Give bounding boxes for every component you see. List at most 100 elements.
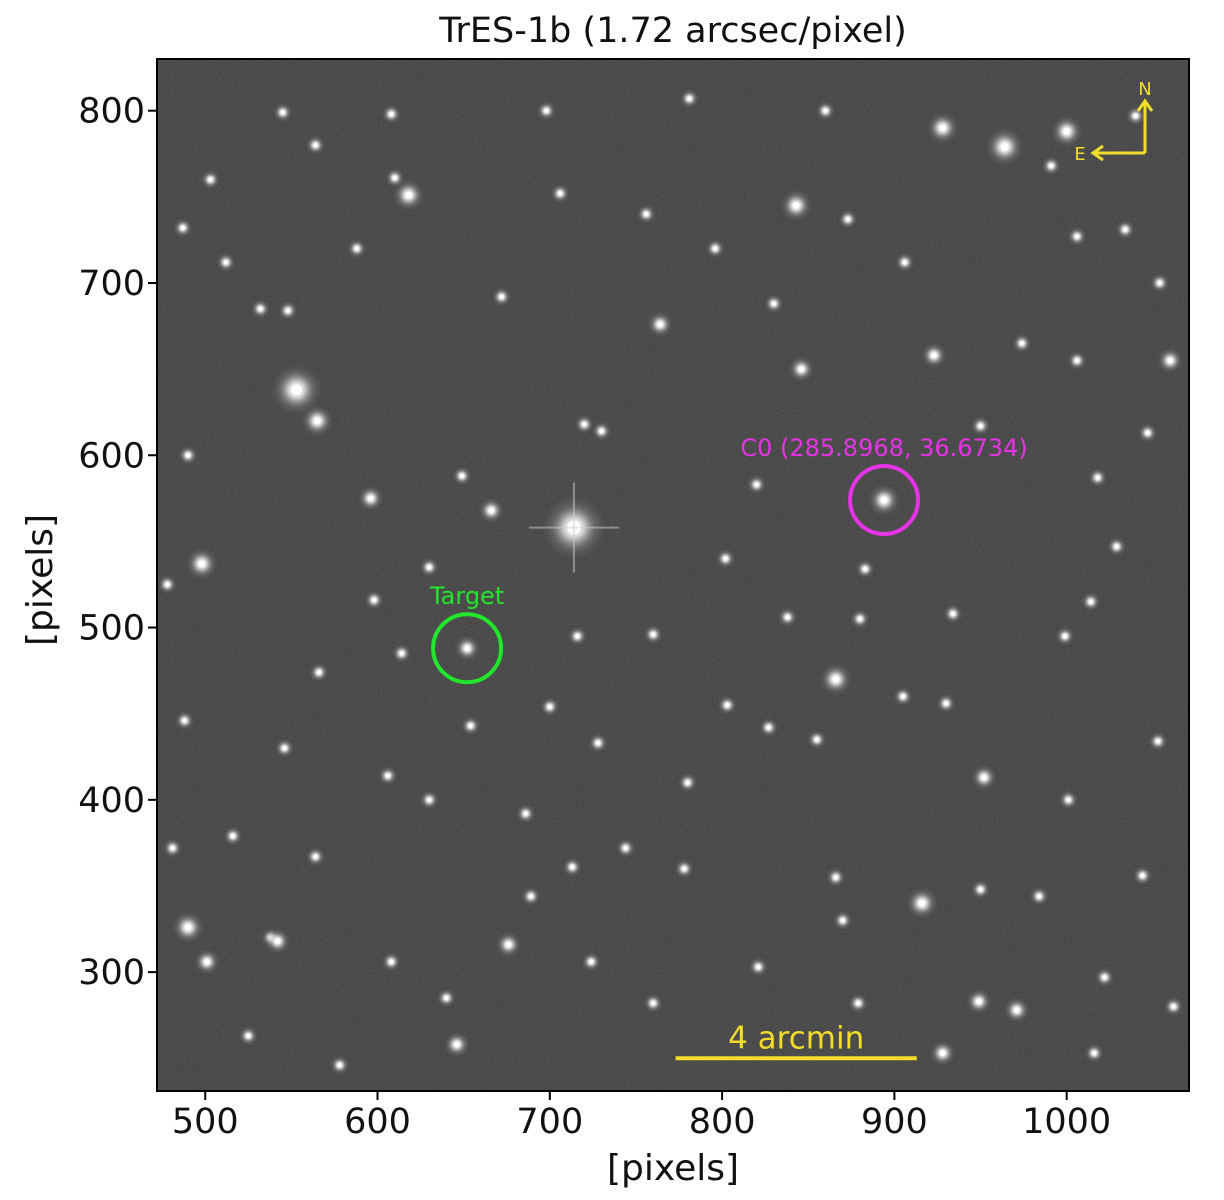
star-core xyxy=(978,423,983,429)
star-core xyxy=(185,453,191,458)
star-core xyxy=(589,959,594,964)
star-core xyxy=(832,675,840,683)
star-core xyxy=(505,941,512,948)
x-axis-label: [pixels] xyxy=(607,1148,739,1189)
star-core xyxy=(943,701,949,706)
star-core xyxy=(165,582,170,587)
star-core xyxy=(208,177,213,182)
star-core xyxy=(840,918,845,923)
star-core xyxy=(523,811,528,816)
star-core xyxy=(657,321,663,328)
target-circle xyxy=(431,612,504,685)
star-core xyxy=(1095,475,1100,480)
star-core xyxy=(845,217,850,222)
star-core xyxy=(823,108,828,113)
star-core xyxy=(595,740,601,746)
star-core xyxy=(582,422,587,427)
star-core xyxy=(918,899,926,907)
star-core xyxy=(900,694,906,699)
y-tick-label: 800 xyxy=(78,92,145,132)
star-core xyxy=(792,201,800,209)
star-core xyxy=(644,211,649,217)
figure-title: TrES-1b (1.72 arcsec/pixel) xyxy=(438,11,907,51)
star-core xyxy=(599,429,604,434)
star-core xyxy=(313,854,318,859)
star-core xyxy=(814,737,819,742)
star-core xyxy=(316,670,322,675)
star-core xyxy=(367,495,374,502)
comparison-label: C0 (285.8968, 36.6734) xyxy=(740,434,1027,462)
y-axis-label: [pixels] xyxy=(20,514,61,646)
star-core xyxy=(258,306,263,311)
star-layer xyxy=(157,89,1184,1075)
star-core xyxy=(1114,544,1119,549)
star-core xyxy=(389,112,394,117)
sky-noise xyxy=(157,59,1189,1091)
star-core xyxy=(246,1033,251,1038)
star-core xyxy=(713,246,718,251)
star-core xyxy=(1000,142,1009,152)
y-axis-ticks: 300 400 500 600 700 800 xyxy=(78,92,157,993)
star-core xyxy=(1157,280,1162,286)
star-core xyxy=(687,96,692,101)
star-core xyxy=(1066,797,1071,802)
star-core xyxy=(756,964,761,970)
star-core xyxy=(570,864,575,870)
star-core xyxy=(939,124,947,132)
star-core xyxy=(1074,234,1080,239)
star-core xyxy=(464,645,470,652)
star-core xyxy=(1049,163,1054,168)
star-core xyxy=(931,352,937,359)
star-core xyxy=(468,723,473,728)
annotation-layer: Target C0 (285.8968, 36.6734) 4 arcmin xyxy=(429,434,1028,1061)
star-core xyxy=(575,634,580,639)
star-core xyxy=(976,998,982,1005)
star-core xyxy=(685,780,690,785)
star-core xyxy=(547,704,552,709)
north-label: N xyxy=(1138,79,1151,100)
star-core xyxy=(180,225,185,230)
star-core xyxy=(1145,430,1150,435)
star-core xyxy=(399,651,404,656)
star-core xyxy=(453,1041,460,1048)
star-core xyxy=(1102,975,1107,980)
star-core xyxy=(313,417,321,425)
x-tick-label: 500 xyxy=(172,1102,239,1142)
star-core xyxy=(544,108,549,113)
y-tick-label: 600 xyxy=(78,436,145,476)
star-core xyxy=(880,496,888,504)
x-tick-label: 1000 xyxy=(1022,1102,1111,1142)
star-core xyxy=(313,143,318,148)
star-core xyxy=(682,866,687,871)
north-arrow xyxy=(1136,98,1154,153)
star-core xyxy=(981,774,987,781)
star-core xyxy=(170,845,175,851)
star-core xyxy=(950,611,956,616)
star-core xyxy=(371,597,377,603)
star-core xyxy=(282,746,287,751)
star-core xyxy=(856,1001,861,1006)
compass-rose: NE xyxy=(1074,79,1154,165)
star-core xyxy=(939,1050,946,1056)
star-core xyxy=(771,301,776,306)
target-label: Target xyxy=(429,582,504,610)
star-core xyxy=(833,875,838,880)
star-core xyxy=(863,566,868,572)
star-core xyxy=(385,773,390,778)
star-core xyxy=(1171,1004,1176,1009)
star-core xyxy=(354,246,359,251)
star-core xyxy=(623,845,628,851)
star-core xyxy=(290,384,303,396)
image-panel: Target C0 (285.8968, 36.6734) 4 arcmin xyxy=(157,59,1189,1091)
star-core xyxy=(230,833,235,839)
plot-frame xyxy=(156,58,1190,1092)
star-core xyxy=(198,560,206,568)
star-core xyxy=(1037,894,1042,899)
x-tick-label: 600 xyxy=(344,1102,411,1142)
comparison-circle xyxy=(848,464,921,537)
star-core xyxy=(444,995,449,1001)
star-core xyxy=(725,702,730,708)
east-label: E xyxy=(1074,144,1085,165)
star-core xyxy=(337,1063,342,1068)
star-core xyxy=(651,1001,656,1006)
